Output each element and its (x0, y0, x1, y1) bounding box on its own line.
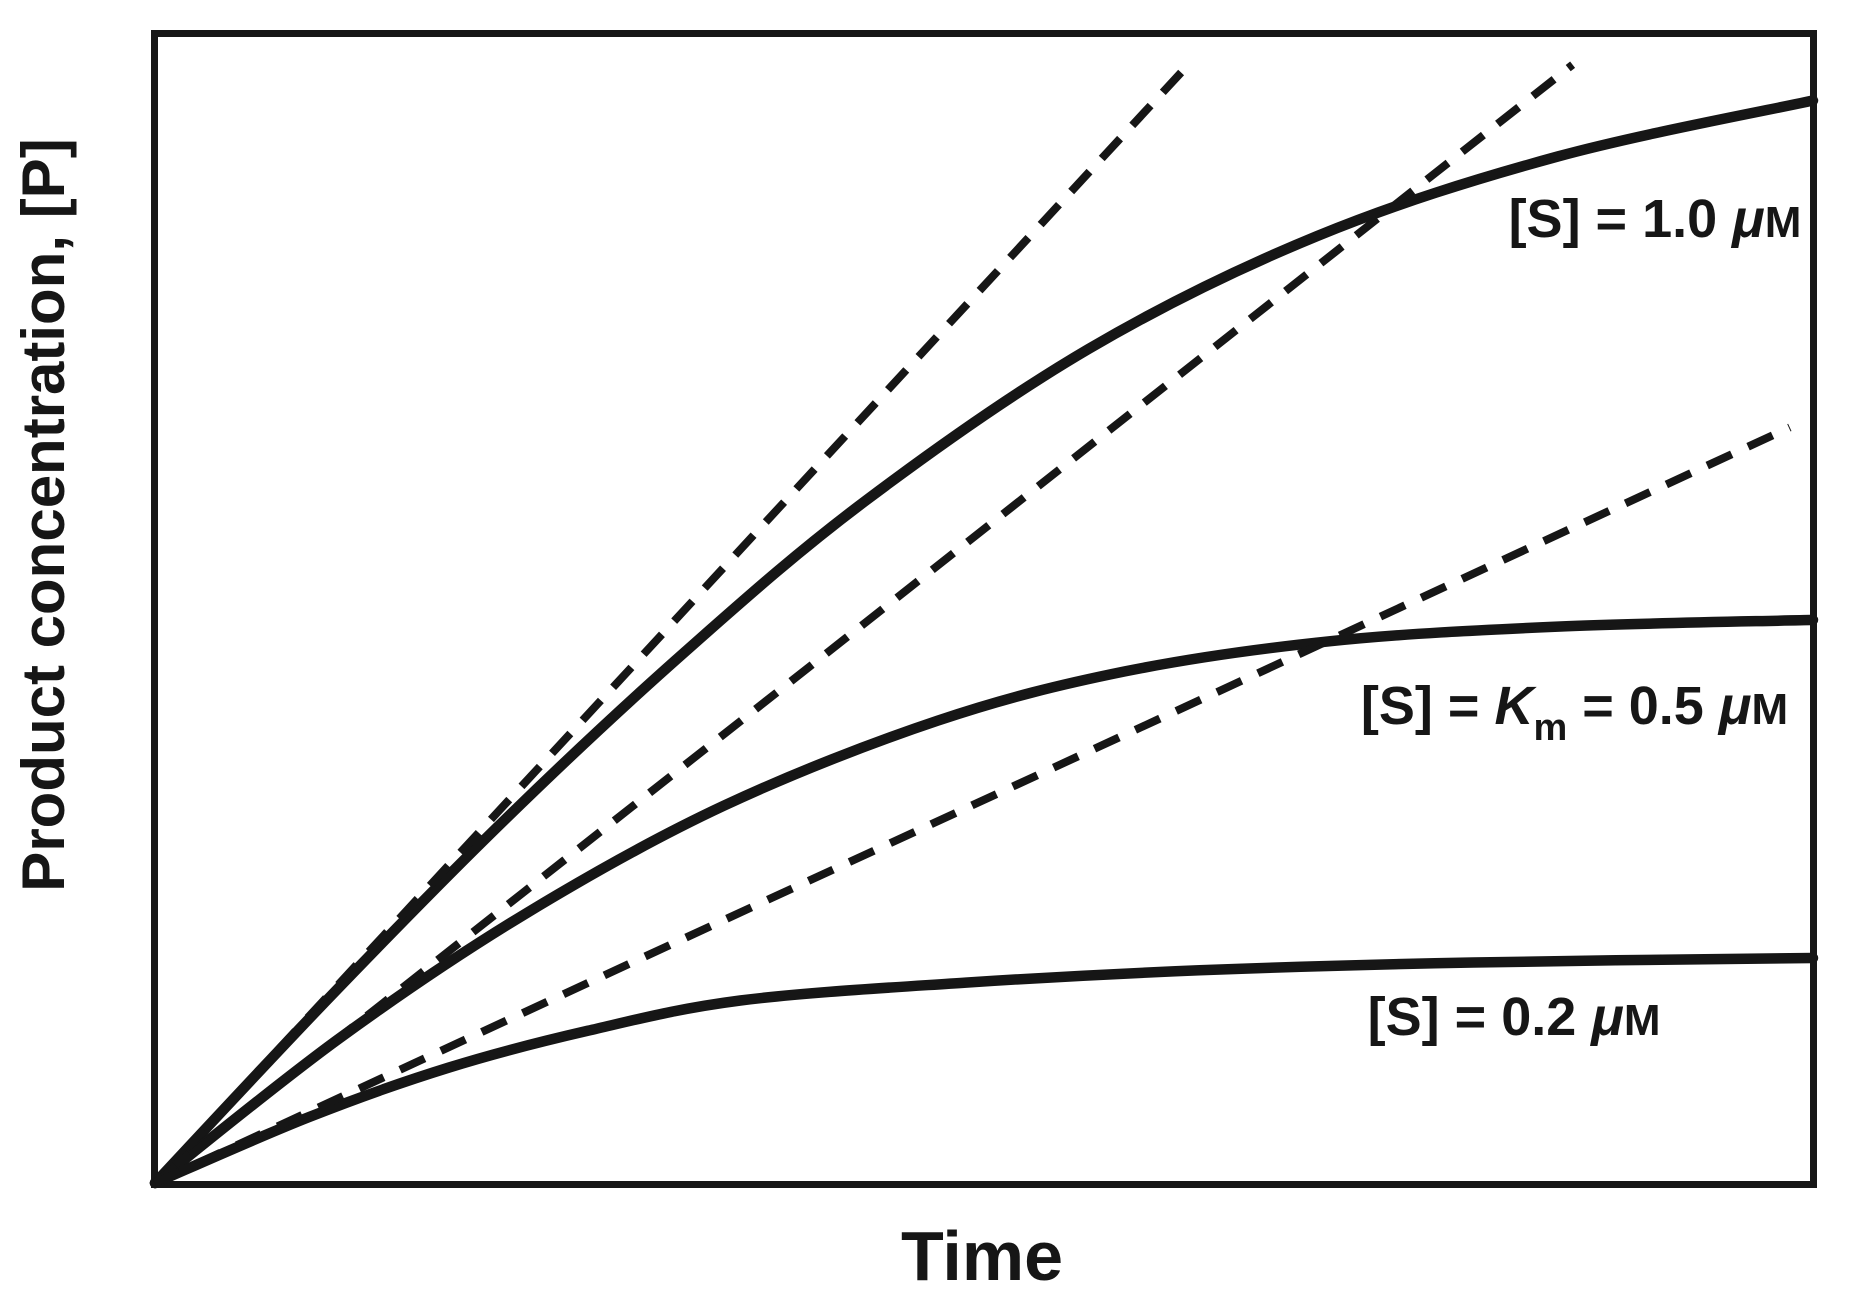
label-s-1_0uM-part: [S] = 1.0 (1509, 189, 1733, 249)
tangent-s-0_5uM (152, 61, 1576, 1187)
label-s-km-0_5uM-part: = 0.5 (1567, 676, 1719, 736)
tangent-s-1_0uM (152, 64, 1190, 1186)
label-s-km-0_5uM-part: μ (1717, 676, 1752, 736)
label-s-1_0uM-part: M (1765, 198, 1802, 247)
curve-s-0_5uM (149, 614, 1819, 1189)
curve-s-0_2uM (149, 952, 1819, 1189)
label-s-km-0_5uM-part: K (1494, 676, 1537, 736)
tangent-s-0_2uM (153, 423, 1792, 1187)
label-s-0_2uM-part: M (1624, 996, 1661, 1045)
label-s-km-0_5uM-part: M (1751, 685, 1788, 734)
label-s-1_0uM: [S] = 1.0 μM (1509, 189, 1802, 249)
annotation-layer: [S] = 1.0 μM[S] = Km = 0.5 μM[S] = 0.2 μ… (1361, 189, 1801, 1047)
label-s-km-0_5uM-part: m (1533, 707, 1567, 749)
label-s-km-0_5uM: [S] = Km = 0.5 μM (1361, 676, 1788, 749)
y-axis-title: Product concentration, [P] (10, 138, 77, 891)
label-s-0_2uM: [S] = 0.2 μM (1368, 987, 1661, 1047)
series-layer (149, 61, 1819, 1189)
plot-border (151, 30, 1817, 1188)
x-axis-title: Time (901, 1217, 1063, 1295)
label-s-1_0uM-part: μ (1730, 189, 1765, 249)
label-s-km-0_5uM-part: [S] = (1361, 676, 1495, 736)
label-s-0_2uM-part: μ (1589, 987, 1624, 1047)
label-s-0_2uM-part: [S] = 0.2 (1368, 987, 1592, 1047)
